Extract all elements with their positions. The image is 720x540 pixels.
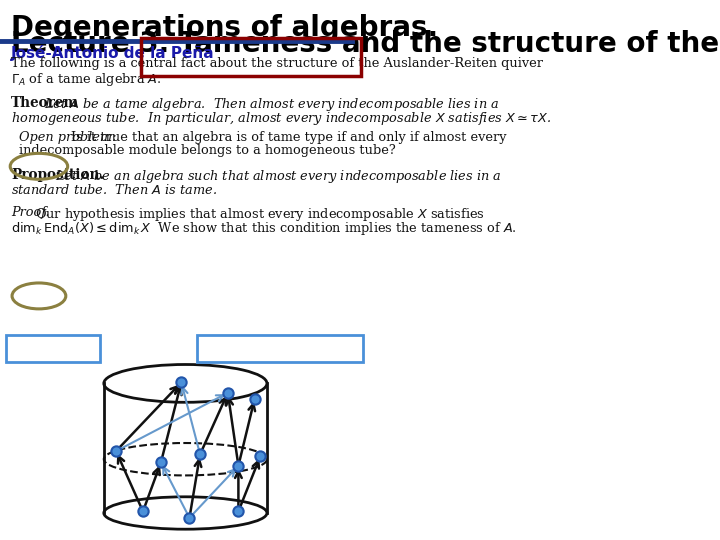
Text: $\dim_k\mathrm{End}_A(X) \leq \dim_k X$  We show that this condition implies the: $\dim_k\mathrm{End}_A(X) \leq \dim_k X$ …	[11, 220, 517, 237]
Point	[138, 507, 149, 516]
Text: Degenerations of algebras.: Degenerations of algebras.	[11, 14, 438, 42]
Text: Our hypothesis implies that almost every indecomposable $X$ satisfies: Our hypothesis implies that almost every…	[35, 206, 485, 223]
Point	[176, 378, 187, 387]
Text: Let $A$ be an algebra such that almost every indecomposable lies in a: Let $A$ be an algebra such that almost e…	[55, 168, 501, 185]
Text: Proof.: Proof.	[11, 206, 50, 219]
Point	[255, 451, 266, 460]
Point	[222, 389, 233, 397]
Text: homogeneous tube.  In particular, almost every indecomposable $X$ satisfies $X \: homogeneous tube. In particular, almost …	[11, 110, 552, 127]
Text: The following is a central fact about the structure of the Auslander-Reiten quiv: The following is a central fact about th…	[11, 57, 543, 70]
Text: Proposition.: Proposition.	[11, 168, 104, 183]
Point	[249, 394, 261, 403]
Point	[184, 514, 195, 522]
Text: Theorem: Theorem	[11, 96, 79, 110]
Text: $\Gamma_A$ of a tame algebra $A$.: $\Gamma_A$ of a tame algebra $A$.	[11, 71, 162, 87]
Text: Let $A$ be a tame algebra.  Then almost every indecomposable lies in a: Let $A$ be a tame algebra. Then almost e…	[44, 96, 499, 113]
Point	[155, 458, 166, 467]
Text: José-Antonio de la Peña: José-Antonio de la Peña	[11, 45, 215, 61]
Point	[194, 450, 206, 458]
Point	[110, 447, 122, 455]
Text: Is it true that an algebra is of tame type if and only if almost every: Is it true that an algebra is of tame ty…	[71, 131, 507, 144]
Text: indecomposable module belongs to a homogeneous tube?: indecomposable module belongs to a homog…	[19, 144, 395, 157]
Text: Open problem:: Open problem:	[19, 131, 116, 144]
Point	[233, 461, 244, 470]
Text: Lecture 3. Tameness and the structure of the AR quiver .: Lecture 3. Tameness and the structure of…	[11, 30, 720, 58]
Point	[233, 507, 244, 516]
Text: standard tube.  Then $A$ is tame.: standard tube. Then $A$ is tame.	[11, 183, 217, 197]
